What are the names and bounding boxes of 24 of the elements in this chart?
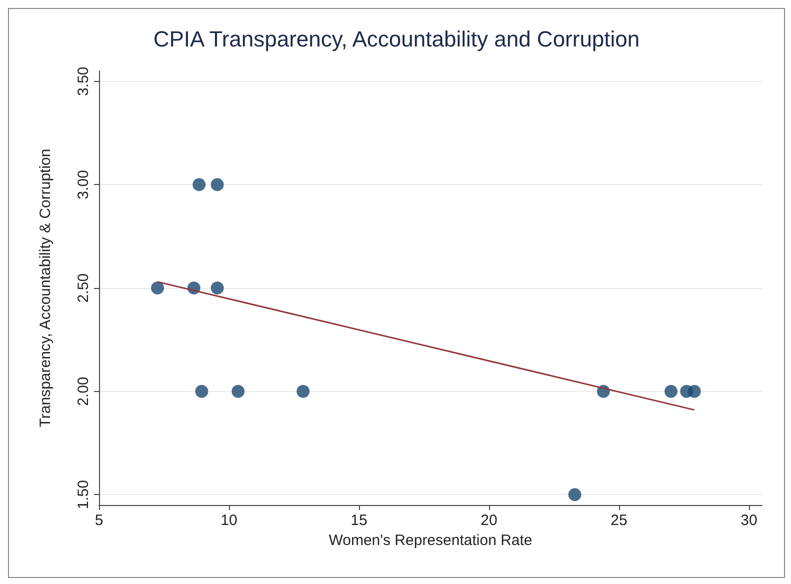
point <box>210 178 224 192</box>
point <box>151 282 164 294</box>
x-tick-label: 25 <box>610 512 628 529</box>
point <box>296 384 310 398</box>
x-tick-label: 10 <box>220 512 238 529</box>
chart-title: CPIA Transparency, Accountability and Corruption <box>153 26 640 52</box>
y-tick-label: 3.50 <box>75 66 92 96</box>
y-tick-label: 2.00 <box>75 376 92 406</box>
x-tick-label: 30 <box>740 512 758 529</box>
y-tick-label: 1.50 <box>75 480 92 510</box>
x-tick-label: 5 <box>94 512 104 529</box>
point <box>195 384 208 398</box>
y-tick-label: 3.00 <box>75 170 92 200</box>
point <box>192 178 206 192</box>
point <box>664 384 678 398</box>
point <box>232 384 245 398</box>
point <box>568 488 582 502</box>
point <box>210 282 224 294</box>
y-axis-title: Transparency, Accountability & Corruption <box>37 148 54 428</box>
y-tick-label: 2.50 <box>75 273 92 303</box>
point <box>688 384 701 398</box>
x-tick-label: 20 <box>480 512 498 529</box>
x-axis-title: Women's Representation Rate <box>328 532 532 549</box>
x-tick-label: 15 <box>350 512 368 529</box>
